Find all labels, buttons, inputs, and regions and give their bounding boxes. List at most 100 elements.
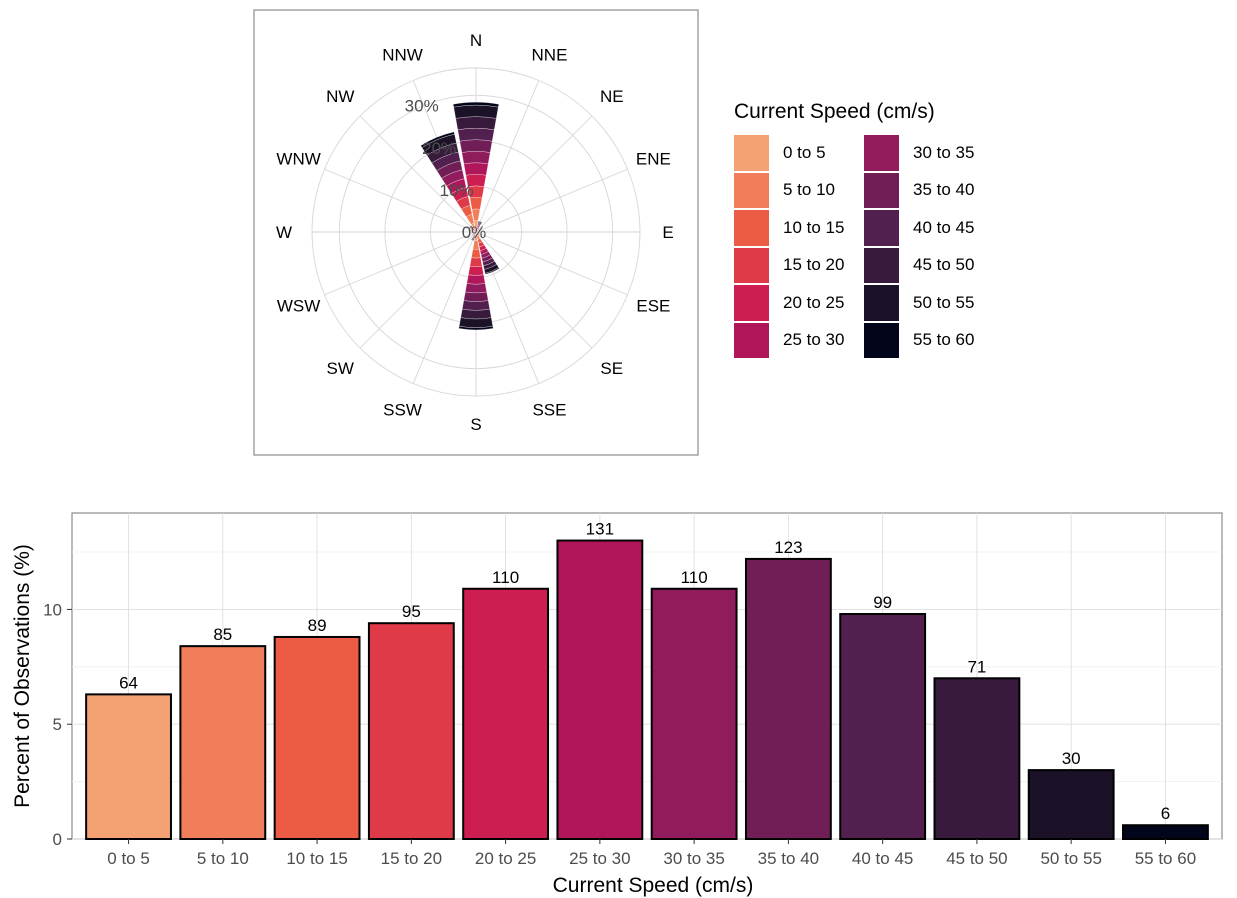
- legend-label: 0 to 5: [783, 142, 826, 162]
- legend-item: 20 to 25: [734, 284, 864, 322]
- legend-item: 35 to 40: [864, 172, 994, 210]
- legend-key-swatch: [734, 135, 769, 171]
- x-tick-label: 5 to 10: [197, 849, 249, 868]
- rose-segment: [478, 228, 480, 230]
- legend-key-swatch: [734, 322, 769, 358]
- legend-label: 15 to 20: [783, 255, 845, 275]
- bar-data-label: 71: [967, 657, 986, 676]
- legend-label: 55 to 60: [913, 330, 975, 350]
- legend-label: 40 to 45: [913, 217, 975, 237]
- direction-label-nw: NW: [326, 87, 354, 106]
- x-tick-label: 25 to 30: [569, 849, 630, 868]
- bar-data-label: 95: [402, 602, 421, 621]
- x-tick-label: 50 to 55: [1040, 849, 1101, 868]
- bar-data-label: 30: [1062, 749, 1081, 768]
- direction-label-ssw: SSW: [383, 400, 422, 419]
- x-tick-label: 0 to 5: [107, 849, 150, 868]
- rose-spoke-ne: [475, 115, 593, 233]
- legend-key-swatch: [864, 210, 899, 246]
- y-tick-label: 0: [53, 830, 62, 849]
- x-tick-label: 20 to 25: [475, 849, 536, 868]
- x-tick-label: 40 to 45: [852, 849, 913, 868]
- bar-10-to-15: [273, 635, 361, 840]
- bar-55-to-60: [1122, 824, 1209, 840]
- legend-label: 20 to 25: [783, 292, 845, 312]
- rose-segment: [478, 220, 483, 223]
- x-tick-label: 45 to 50: [946, 849, 1007, 868]
- legend-key-swatch: [864, 322, 899, 358]
- rose-petal-sse: [475, 231, 500, 275]
- rose-segment: [458, 317, 494, 328]
- x-tick-label: 10 to 15: [286, 849, 347, 868]
- rose-segment: [469, 225, 472, 228]
- direction-label-wnw: WNW: [276, 150, 320, 169]
- rose-segment: [460, 308, 492, 320]
- x-tick-label: 35 to 40: [758, 849, 819, 868]
- legend-label: 30 to 35: [913, 142, 975, 162]
- bar-data-label: 110: [492, 568, 519, 587]
- legend-key-swatch: [734, 247, 769, 283]
- radial-tick-label: 10%: [440, 181, 474, 200]
- direction-label-nnw: NNW: [382, 46, 423, 65]
- bar-45-to-50: [933, 677, 1021, 840]
- rose-spoke-ese: [475, 231, 628, 296]
- rose-spoke-ssw: [412, 231, 477, 384]
- rose-segment: [478, 234, 480, 236]
- rose-petal-n: [453, 102, 499, 233]
- bar-50-to-55: [1027, 769, 1115, 841]
- legend-key-swatch: [864, 285, 899, 321]
- legend-item: 40 to 45: [864, 209, 994, 247]
- rose-spoke-wsw: [324, 231, 477, 296]
- legend-title: Current Speed (cm/s): [734, 100, 935, 123]
- legend-item: 45 to 50: [864, 247, 994, 285]
- bar-25-to-30: [556, 539, 644, 841]
- legend-label: 35 to 40: [913, 180, 975, 200]
- x-tick-label: 15 to 20: [381, 849, 442, 868]
- legend-key-swatch: [864, 172, 899, 208]
- rose-segment: [470, 239, 475, 242]
- direction-label-n: N: [470, 31, 482, 50]
- legend-item: 10 to 15: [734, 209, 864, 247]
- radial-tick-label: 20%: [422, 139, 456, 158]
- bar-5-to-10: [179, 645, 267, 840]
- legend-key-swatch: [734, 172, 769, 208]
- direction-label-s: S: [470, 415, 481, 434]
- rose-spoke-ene: [475, 168, 628, 233]
- wind-rose-chart: 0% 10% 20% 30% N NNE NE ENE E ESE SE SSE S SSW SW WSW W…: [253, 9, 699, 456]
- bar-15-to-20: [367, 622, 455, 840]
- rose-petal-nne: [475, 220, 483, 233]
- rose-segment: [465, 283, 487, 294]
- speed-bar-chart: 64 85 89 95 110 131 110 123 99 71 30 6 0 5 10 0 to 5 5 …: [11, 512, 1223, 897]
- direction-label-ne: NE: [600, 87, 624, 106]
- bar-data-label: 64: [119, 673, 138, 692]
- x-tick-label: 30 to 35: [663, 849, 724, 868]
- direction-label-ene: ENE: [636, 150, 671, 169]
- y-tick-label: 10: [43, 600, 62, 619]
- rose-segment: [459, 139, 493, 153]
- rose-segment: [471, 248, 481, 259]
- rose-segment: [462, 300, 490, 311]
- rose-segment: [458, 326, 494, 331]
- rose-segment: [468, 266, 484, 276]
- rose-spoke-se: [475, 231, 593, 349]
- rose-segment: [453, 105, 499, 119]
- bar-data-label: 89: [308, 616, 327, 635]
- bar-20-to-25: [462, 587, 550, 841]
- legend-label: 10 to 15: [783, 217, 845, 237]
- rose-segment: [461, 151, 491, 165]
- x-tick-label: 55 to 60: [1135, 849, 1196, 868]
- x-axis-title: Current Speed (cm/s): [553, 874, 754, 897]
- legend-item: 30 to 35: [864, 134, 994, 172]
- rose-segment: [469, 257, 483, 267]
- legend-key-swatch: [864, 135, 899, 171]
- direction-label-e: E: [662, 223, 673, 242]
- radial-tick-label: 30%: [405, 97, 439, 116]
- direction-label-nne: NNE: [532, 46, 568, 65]
- rose-petal-nnw: [420, 131, 477, 233]
- rose-segment: [479, 229, 481, 232]
- rose-segment: [463, 291, 489, 302]
- legend-key-swatch: [734, 285, 769, 321]
- legend-label: 25 to 30: [783, 330, 845, 350]
- rose-segment: [453, 102, 499, 108]
- rose-segment: [466, 274, 486, 285]
